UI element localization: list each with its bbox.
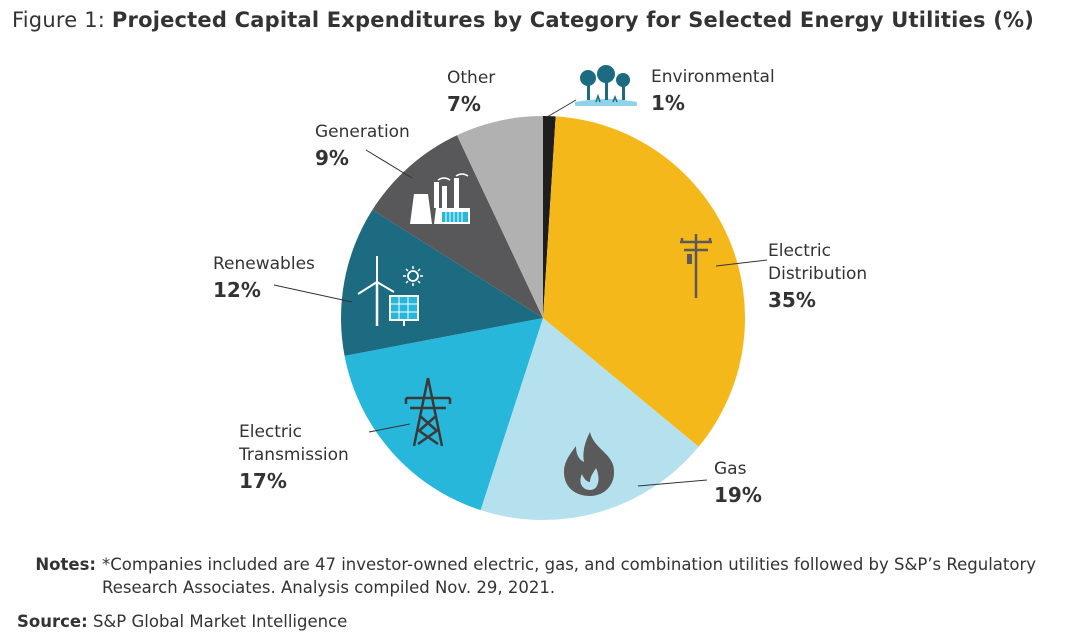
leader-line-electric-distribution [715, 259, 768, 267]
leader-line-generation [365, 149, 413, 179]
title-text: Projected Capital Expenditures by Catego… [111, 8, 1035, 32]
value-label-generation: 9% [315, 146, 349, 170]
slice-label-electric-transmission: Electric Transmission 17% [238, 422, 349, 493]
power-plant-icon [410, 173, 470, 224]
slice-label-environmental: Environmental 1% [651, 67, 775, 115]
leader-line-renewables [273, 284, 353, 303]
source: Source: S&P Global Market Intelligence [17, 612, 347, 631]
value-label-environmental: 1% [651, 91, 685, 115]
leader-line-environmental [546, 99, 577, 118]
notes: Notes: *Companies included are 47 investo… [18, 553, 1058, 599]
slice-label-gas: Gas 19% [714, 459, 762, 507]
source-label: Source: [17, 612, 88, 631]
pie-slice-other [456, 116, 543, 318]
pie-slice-generation [372, 135, 543, 318]
slice-labels: Environmental 1% Electric Distribution 35% Ga… [213, 67, 867, 507]
leader-line-gas [637, 479, 708, 487]
wind-solar-icon [357, 256, 423, 326]
pie-slices [341, 116, 746, 520]
notes-label: Notes: [35, 555, 96, 574]
utility-pole-icon [680, 234, 712, 298]
slice-label-renewables: Renewables 12% [213, 254, 315, 302]
value-label-electric-distribution: 35% [768, 288, 816, 312]
pie-slice-environmental [543, 116, 556, 318]
gas-flame-icon [564, 432, 615, 496]
slice-icons [357, 65, 712, 496]
figure-number: Figure 1: [12, 8, 106, 32]
source-text: S&P Global Market Intelligence [92, 612, 348, 631]
slice-label-generation: Generation 9% [315, 122, 410, 170]
trees-icon [575, 65, 637, 106]
slice-label-electric-distribution: Electric Distribution 35% [768, 241, 867, 312]
pie-chart: Environmental 1% Electric Distribution 35% Ga… [213, 65, 867, 520]
pie-slice-gas [480, 318, 699, 520]
value-label-renewables: 12% [213, 278, 261, 302]
pie-slice-electric-distribution [543, 116, 746, 447]
value-label-gas: 19% [714, 483, 762, 507]
value-label-other: 7% [447, 92, 481, 116]
notes-text: *Companies included are 47 investor-owne… [102, 555, 1037, 597]
slice-label-other: Other 7% [447, 68, 495, 116]
leader-lines [273, 99, 768, 487]
chart-title: Figure 1: Projected Capital Expenditures… [12, 8, 1072, 32]
leader-line-electric-transmission [368, 423, 411, 433]
pie-slice-electric-transmission [344, 318, 543, 511]
transmission-tower-icon [404, 377, 452, 447]
value-label-electric-transmission: 17% [239, 469, 287, 493]
